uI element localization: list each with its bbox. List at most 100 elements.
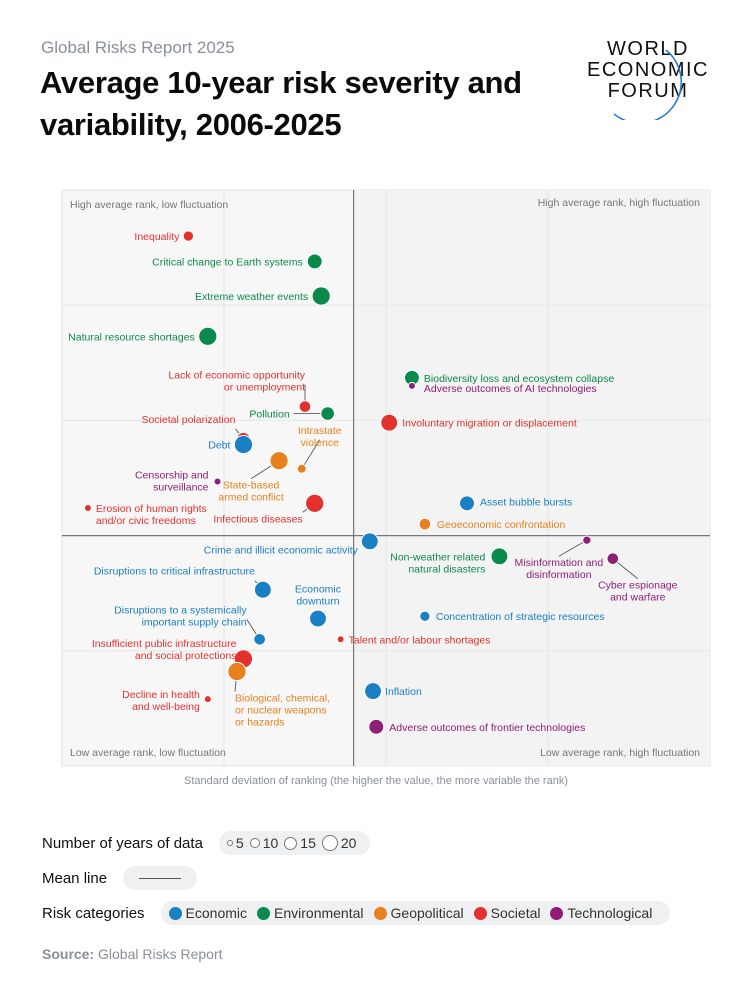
point-22 (253, 580, 272, 599)
point-6 (298, 400, 312, 413)
point-2 (311, 286, 331, 306)
chart-title: Average 10-year risk severity and variab… (40, 65, 522, 142)
point-label-line: Asset bubble bursts (480, 496, 572, 508)
point-label-line: violence (300, 437, 339, 449)
point-label-line: and social protections (135, 650, 237, 662)
years-legend-pill: 5 10 15 20 (218, 831, 371, 855)
leader-line (301, 439, 321, 469)
point-label-1: Critical change to Earth systems (152, 256, 303, 268)
point-label-line: Talent and/or labour shortages (349, 634, 491, 646)
point-label-9: Societal polarization (141, 414, 235, 426)
legend-item-technological: Technological (550, 905, 652, 921)
point-label-line: Concentration of strategic resources (436, 611, 605, 623)
point-26 (336, 635, 345, 644)
point-label-11: Intrastate violence (298, 425, 342, 449)
leader-line (558, 539, 588, 557)
point-label-30: Inflation (385, 686, 422, 698)
point-label-13: Censorship and surveillance (135, 469, 209, 493)
point-label-27: Insufficient public infrastructure and so… (92, 638, 237, 662)
years-15: 15 (284, 835, 316, 851)
point-label-17: Geoeconomic confrontation (437, 519, 566, 531)
point-label-line: State-based (223, 480, 280, 492)
legend-item-societal: Societal (473, 905, 540, 921)
point-label-line: or unemployment (224, 382, 305, 394)
point-21 (606, 552, 620, 565)
point-label-line: Extreme weather events (195, 291, 308, 303)
point-label-line: or nuclear weapons (235, 705, 327, 717)
source-label: Source: (42, 946, 95, 962)
point-label-24: Concentration of strategic resources (436, 611, 605, 623)
quadrant-label-bottom-left: Low average rank, low fluctuation (70, 747, 226, 759)
point-label-line: Biological, chemical, (235, 693, 330, 705)
legend-dot-economic (168, 906, 182, 920)
mean-legend-label: Mean line (42, 869, 108, 887)
point-label-2: Extreme weather events (195, 291, 308, 303)
point-label-line: Involuntary migration or displacement (402, 418, 577, 430)
point-label-7: Pollution (249, 408, 289, 420)
legend-dot-geopolitical (373, 906, 387, 920)
logo-line-1: WORLD (607, 38, 689, 60)
quadrant-label-top-right: High average rank, high fluctuation (538, 197, 700, 209)
mean-legend: Mean line (42, 866, 198, 890)
legend-item-economic: Economic (168, 905, 248, 921)
point-label-line: Critical change to Earth systems (152, 256, 303, 268)
point-label-4: Biodiversity loss and ecosystem collapse (424, 373, 614, 385)
point-label-6: Lack of economic opportunity or unemploym… (168, 370, 305, 394)
point-label-18: Crime and illicit economic activity (204, 544, 359, 556)
point-label-line: Infectious diseases (213, 513, 302, 525)
point-label-line: Misinformation and (515, 557, 604, 569)
point-29 (203, 695, 212, 704)
point-label-line: Decline in health (122, 689, 200, 701)
years-legend-label: Number of years of data (42, 834, 203, 852)
point-label-line: surveillance (153, 481, 209, 493)
point-label-31: Adverse outcomes of frontier technologie… (389, 722, 585, 734)
report-kicker: Global Risks Report 2025 (41, 38, 235, 57)
point-label-line: Crime and illicit economic activity (204, 544, 359, 556)
point-label-29: Decline in health and well-being (122, 689, 200, 713)
point-label-line: Lack of economic opportunity (168, 370, 305, 382)
point-label-line: downturn (296, 596, 339, 608)
point-label-line: and/or civic freedoms (96, 515, 196, 527)
point-label-line: Biodiversity loss and ecosystem collapse (424, 373, 614, 385)
point-5 (407, 381, 416, 390)
point-label-line: Debt (208, 440, 230, 452)
point-label-line: Non-weather related (390, 551, 485, 563)
categories-legend-label: Risk categories (42, 904, 145, 922)
point-label-line: Economic (295, 584, 341, 596)
point-28 (227, 661, 247, 682)
point-label-line: Geoeconomic confrontation (437, 519, 566, 531)
quadrant-label-top-left: High average rank, low fluctuation (70, 199, 228, 211)
point-label-line: Adverse outcomes of AI technologies (424, 383, 597, 395)
point-label-line: Societal polarization (141, 414, 235, 426)
point-13 (213, 477, 222, 486)
legend-item-geopolitical: Geopolitical (373, 905, 464, 921)
point-label-line: Cyber espionage (598, 580, 678, 592)
years-10: 10 (249, 835, 278, 851)
point-19 (490, 547, 509, 566)
point-25 (253, 632, 266, 646)
point-label-line: Censorship and (135, 469, 209, 481)
point-label-12: State-based armed conflict (218, 480, 283, 504)
point-label-14: Erosion of human rights and/or civic free… (96, 503, 207, 527)
point-label-line: Disruptions to critical infrastructure (94, 566, 255, 578)
point-label-line: and well-being (132, 701, 200, 713)
point-label-5: Adverse outcomes of AI technologies (424, 383, 597, 395)
years-legend: Number of years of data 5 10 15 20 (42, 831, 371, 855)
point-31 (368, 718, 385, 735)
legend-text-economic: Economic (185, 905, 248, 921)
point-label-line: Erosion of human rights (96, 503, 207, 515)
legend-dot-environmental (257, 906, 271, 920)
legend-text-technological: Technological (567, 905, 653, 921)
point-label-line: Pollution (249, 408, 289, 420)
x-axis-label: Standard deviation of ranking (the highe… (183, 775, 568, 787)
point-label-0: Inequality (134, 231, 180, 243)
point-17 (418, 517, 432, 531)
point-label-10: Debt (208, 440, 230, 452)
point-label-line: Natural resource shortages (68, 331, 195, 343)
point-10 (233, 434, 254, 455)
source-note: Source: Global Risks Report (42, 946, 223, 962)
quadrant-label-bottom-right: Low average rank, high fluctuation (540, 747, 700, 759)
point-label-line: or hazards (235, 717, 285, 729)
legend-dot-technological (550, 906, 564, 920)
categories-legend-pill: Economic Environmental Geopolitical Societa… (160, 901, 671, 925)
